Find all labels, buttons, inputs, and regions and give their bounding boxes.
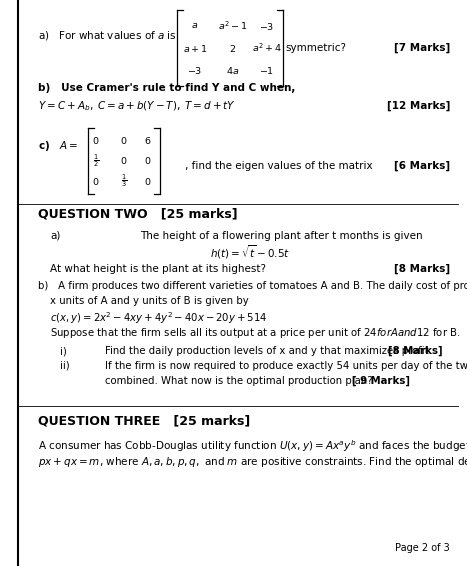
Text: $0$: $0$	[144, 175, 152, 187]
Text: $-3$: $-3$	[187, 65, 203, 75]
Text: $a^2-1$: $a^2-1$	[218, 20, 248, 32]
Text: $\frac{1}{3}$: $\frac{1}{3}$	[121, 173, 127, 190]
Text: symmetric?: symmetric?	[285, 43, 346, 53]
Text: [12 Marks]: [12 Marks]	[387, 101, 450, 111]
Text: $-3$: $-3$	[259, 20, 275, 32]
Text: The height of a flowering plant after t months is given: The height of a flowering plant after t …	[140, 231, 423, 241]
Text: $0$: $0$	[92, 175, 99, 187]
Text: , find the eigen values of the matrix: , find the eigen values of the matrix	[185, 161, 373, 171]
Text: [8 Marks]: [8 Marks]	[388, 346, 443, 356]
Text: $h(t) = \sqrt{t} - 0.5t$: $h(t) = \sqrt{t} - 0.5t$	[210, 243, 290, 261]
Text: $a^2+4$: $a^2+4$	[252, 42, 282, 54]
Text: $px + qx = m$, where $A, a, b, p, q,$ and $m$ are positive constraints. Find the: $px + qx = m$, where $A, a, b, p, q,$ an…	[38, 455, 467, 469]
Text: QUESTION TWO   [25 marks]: QUESTION TWO [25 marks]	[38, 208, 238, 221]
Text: A consumer has Cobb-Douglas utility function $U(x, y) = Ax^a y^b$ and faces the : A consumer has Cobb-Douglas utility func…	[38, 438, 467, 454]
Text: i): i)	[60, 346, 67, 356]
Text: $4a$: $4a$	[226, 65, 240, 75]
Text: combined. What now is the optimal production plan?: combined. What now is the optimal produc…	[105, 376, 373, 386]
Text: Suppose that the firm sells all its output at a price per unit of $24 for A and : Suppose that the firm sells all its outp…	[50, 326, 460, 340]
Text: a)   For what values of $a$ is: a) For what values of $a$ is	[38, 29, 177, 42]
Text: a): a)	[50, 231, 60, 241]
Text: $2$: $2$	[229, 42, 236, 54]
Text: Find the daily production levels of x and y that maximizes profit: Find the daily production levels of x an…	[105, 346, 429, 356]
Text: $0$: $0$	[144, 156, 152, 166]
Text: $0$: $0$	[92, 135, 99, 147]
Text: $0$: $0$	[120, 135, 127, 147]
Text: x units of A and y units of B is given by: x units of A and y units of B is given b…	[50, 296, 249, 306]
Text: At what height is the plant at its highest?: At what height is the plant at its highe…	[50, 264, 266, 274]
Text: b)   A firm produces two different varieties of tomatoes A and B. The daily cost: b) A firm produces two different varieti…	[38, 281, 467, 291]
Text: $Y = C + A_b,\; C = a + b(Y - T),\; T = d + tY$: $Y = C + A_b,\; C = a + b(Y - T),\; T = …	[38, 99, 236, 113]
Text: [8 Marks]: [8 Marks]	[394, 264, 450, 274]
Text: $6$: $6$	[144, 135, 152, 147]
Text: c)   $A = $: c) $A = $	[38, 139, 78, 153]
Text: $\frac{1}{2}$: $\frac{1}{2}$	[93, 152, 99, 169]
Text: Page 2 of 3: Page 2 of 3	[395, 543, 450, 553]
Text: If the firm is now required to produce exactly 54 units per day of the two varie: If the firm is now required to produce e…	[105, 361, 467, 371]
Text: $0$: $0$	[120, 156, 127, 166]
Text: b)   Use Cramer's rule to find Y and C when,: b) Use Cramer's rule to find Y and C whe…	[38, 83, 295, 93]
Text: QUESTION THREE   [25 marks]: QUESTION THREE [25 marks]	[38, 414, 250, 427]
Text: [6 Marks]: [6 Marks]	[394, 161, 450, 171]
Text: $-1$: $-1$	[260, 65, 275, 75]
Text: ii): ii)	[60, 361, 70, 371]
Text: $a+1$: $a+1$	[183, 42, 207, 54]
Text: $a$: $a$	[191, 22, 198, 31]
Text: [7 Marks]: [7 Marks]	[394, 43, 450, 53]
Text: $c(x, y) = 2x^2 - 4xy + 4y^2 - 40x - 20y + 514$: $c(x, y) = 2x^2 - 4xy + 4y^2 - 40x - 20y…	[50, 310, 268, 326]
Text: [ 9 Marks]: [ 9 Marks]	[352, 376, 410, 386]
